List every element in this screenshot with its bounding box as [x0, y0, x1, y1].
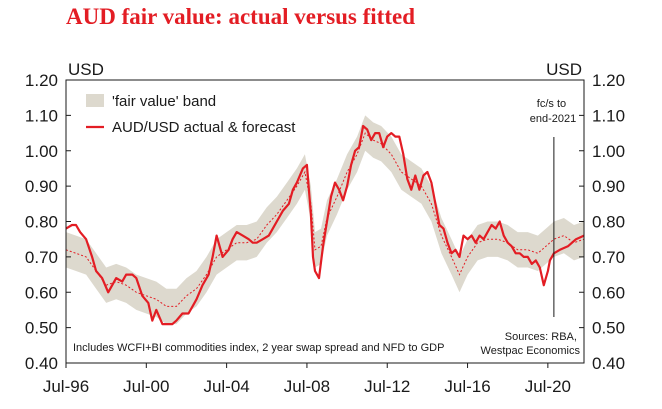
forecast-annotation: fc/s to end-2021 [530, 98, 577, 125]
y-tick-label-left: 1.00 [25, 142, 58, 161]
y-tick-label-right: 0.60 [592, 283, 625, 302]
x-tick-label: Jul-96 [43, 377, 89, 396]
y-tick-label-left: 0.40 [25, 354, 58, 373]
y-axis-right: 0.40 0.50 0.60 0.70 0.80 0.90 1.00 1.10 1.20 [579, 71, 625, 373]
y-tick-label-left: 0.60 [25, 283, 58, 302]
chart-title: AUD fair value: actual versus fitted [66, 4, 415, 29]
y-tick-label-right: 0.90 [592, 177, 625, 196]
x-tick-label: Jul-16 [444, 377, 490, 396]
x-axis: Jul-96 Jul-00 Jul-04 Jul-08 Jul-12 Jul-16 Jul-… [43, 363, 571, 396]
y-unit-right: USD [546, 60, 582, 79]
y-tick-label-left: 1.20 [25, 71, 58, 90]
source-note: Sources: RBA, Westpac Economics [481, 331, 581, 357]
legend-swatch-band [86, 94, 104, 107]
y-tick-label-right: 0.80 [592, 213, 625, 232]
legend-label-actual: AUD/USD actual & forecast [112, 119, 296, 136]
y-tick-label-left: 0.50 [25, 319, 58, 338]
y-tick-label-right: 0.70 [592, 248, 625, 267]
x-tick-label: Jul-20 [525, 377, 571, 396]
y-tick-label-right: 1.10 [592, 106, 625, 125]
legend: 'fair value' band AUD/USD actual & forec… [86, 93, 296, 136]
chart-note: Includes WCFI+BI commodities index, 2 ye… [73, 342, 444, 354]
y-tick-label-right: 1.20 [592, 71, 625, 90]
fair-value-band [66, 115, 584, 325]
y-tick-label-right: 1.00 [592, 142, 625, 161]
x-tick-label: Jul-04 [203, 377, 249, 396]
y-tick-label-right: 0.50 [592, 319, 625, 338]
y-unit-left: USD [68, 60, 104, 79]
y-tick-label-left: 0.90 [25, 177, 58, 196]
x-tick-label: Jul-08 [284, 377, 330, 396]
y-tick-label-right: 0.40 [592, 354, 625, 373]
y-tick-label-left: 0.80 [25, 213, 58, 232]
x-tick-label: Jul-12 [364, 377, 410, 396]
x-tick-label: Jul-00 [123, 377, 169, 396]
y-axis-left: 0.40 0.50 0.60 0.70 0.80 0.90 1.00 1.10 1.20 [25, 71, 71, 373]
plot-area [65, 79, 585, 364]
actual-forecast-line [65, 124, 585, 326]
fitted-line [65, 132, 585, 307]
y-tick-label-left: 1.10 [25, 106, 58, 125]
y-tick-label-left: 0.70 [25, 248, 58, 267]
legend-label-band: 'fair value' band [112, 93, 216, 110]
